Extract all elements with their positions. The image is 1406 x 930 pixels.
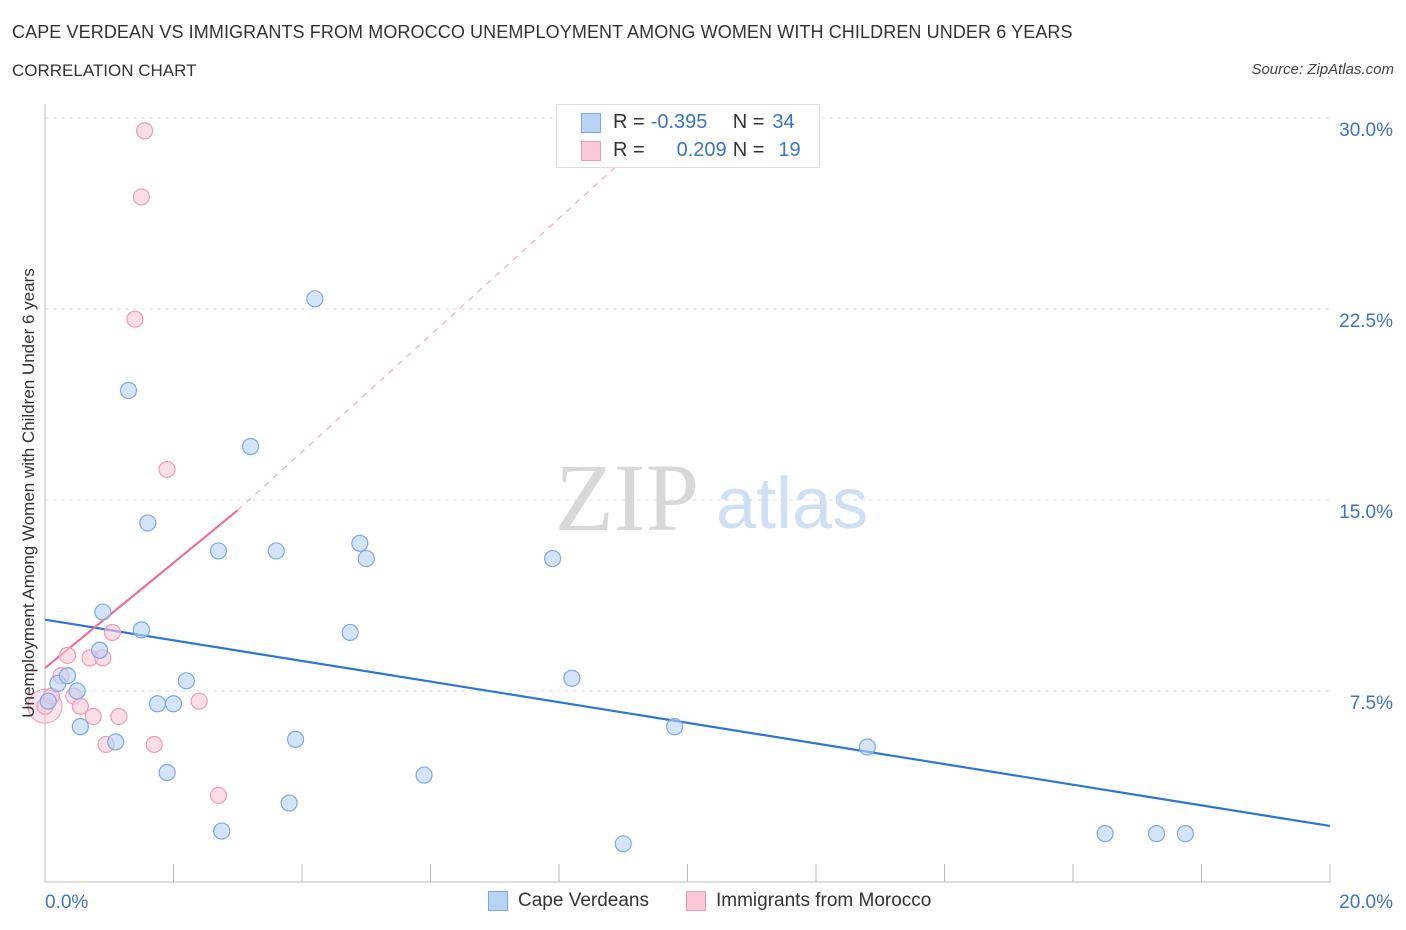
point-cape-verdean xyxy=(177,672,195,690)
trend-lines xyxy=(44,130,1331,828)
stats-row-cape-verdeans: R = -0.395 N = 34 xyxy=(581,111,795,134)
y-tick-label: 7.5% xyxy=(1350,693,1393,714)
y-tick-label: 22.5% xyxy=(1339,311,1393,332)
x-tick-label-max: 20.0% xyxy=(1339,892,1393,913)
point-cape-verdean xyxy=(357,549,375,568)
point-cape-verdean xyxy=(242,437,260,456)
point-cape-verdean xyxy=(666,718,684,736)
n-label: N = xyxy=(732,111,765,133)
point-cape-verdean xyxy=(107,733,125,751)
grid xyxy=(45,117,1330,692)
point-cape-verdean xyxy=(132,621,150,639)
point-cape-verdean xyxy=(1147,825,1166,843)
x-tick-label-min: 0.0% xyxy=(45,892,88,913)
point-cape-verdean xyxy=(39,692,57,710)
point-cape-verdean xyxy=(119,381,138,400)
axes xyxy=(44,104,1331,883)
legend-swatch-pink xyxy=(686,891,706,911)
blue-swatch xyxy=(581,112,601,133)
legend-label: Immigrants from Morocco xyxy=(716,890,932,911)
point-cape-verdean xyxy=(341,623,359,642)
pink-swatch xyxy=(581,140,601,161)
source-label: Source: ZipAtlas.com xyxy=(1251,61,1394,78)
point-morocco xyxy=(158,460,176,479)
point-morocco xyxy=(209,786,228,805)
point-cape-verdean xyxy=(351,534,369,552)
point-cape-verdean xyxy=(148,695,167,713)
point-cape-verdean xyxy=(614,835,632,853)
point-cape-verdean xyxy=(1176,825,1195,843)
point-morocco xyxy=(135,122,154,140)
legend-swatch-blue xyxy=(488,891,508,911)
point-cape-verdean xyxy=(209,542,228,560)
n-value: 34 xyxy=(772,111,795,133)
stats-legend: R = -0.395 N = 34 R = 0.209 N = 19 xyxy=(556,104,820,168)
point-cape-verdean xyxy=(91,641,109,659)
point-cape-verdean xyxy=(858,738,877,756)
point-cape-verdean xyxy=(543,549,562,568)
r-value: 0.209 xyxy=(676,139,727,161)
point-morocco xyxy=(145,735,163,754)
point-cape-verdean xyxy=(158,763,176,782)
point-morocco xyxy=(132,188,150,206)
point-cape-verdean xyxy=(213,822,231,840)
point-morocco xyxy=(84,707,102,726)
point-cape-verdean xyxy=(71,718,89,736)
point-cape-verdean xyxy=(280,794,298,812)
point-morocco xyxy=(58,646,77,664)
data-points xyxy=(27,122,1195,853)
point-cape-verdean xyxy=(306,290,324,308)
point-cape-verdean xyxy=(164,695,183,713)
tick-labels: 7.5% 15.0% 22.5% 30.0% 0.0% 20.0% xyxy=(45,120,1393,913)
trend-extension-morocco xyxy=(237,130,656,511)
trend-line-morocco xyxy=(44,509,239,669)
y-tick-label: 15.0% xyxy=(1339,502,1393,523)
y-tick-label: 30.0% xyxy=(1339,120,1393,141)
point-cape-verdean xyxy=(563,669,581,687)
r-label: R = xyxy=(613,139,645,161)
point-cape-verdean xyxy=(1096,825,1114,843)
y-axis-label: Unemployment Among Women with Children U… xyxy=(19,268,38,717)
point-cape-verdean xyxy=(68,682,86,700)
trend-line-cape-verdeans xyxy=(44,618,1331,828)
r-value: -0.395 xyxy=(650,111,708,133)
point-cape-verdean xyxy=(267,542,285,560)
point-morocco xyxy=(103,623,122,642)
point-cape-verdean xyxy=(58,667,77,685)
point-morocco xyxy=(190,692,208,710)
legend-item-cape-verdeans[interactable]: Cape Verdeans xyxy=(488,890,649,912)
n-value: 19 xyxy=(778,139,801,161)
watermark-zip: ZIP xyxy=(555,444,699,551)
chart-title: CAPE VERDEAN VS IMMIGRANTS FROM MOROCCO … xyxy=(12,22,1073,42)
stats-row-morocco: R = 0.209 N = 19 xyxy=(581,139,801,162)
watermark-atlas: atlas xyxy=(716,464,868,544)
r-label: R = xyxy=(613,111,645,133)
point-cape-verdean xyxy=(286,730,305,748)
point-cape-verdean xyxy=(415,766,433,784)
n-label: N = xyxy=(732,139,765,161)
point-morocco xyxy=(110,707,128,726)
point-morocco xyxy=(126,310,144,328)
point-cape-verdean xyxy=(139,514,157,532)
legend-label: Cape Verdeans xyxy=(518,890,649,911)
chart-subtitle: CORRELATION CHART xyxy=(12,61,197,80)
point-cape-verdean xyxy=(94,603,112,621)
legend-item-morocco[interactable]: Immigrants from Morocco xyxy=(686,890,931,912)
